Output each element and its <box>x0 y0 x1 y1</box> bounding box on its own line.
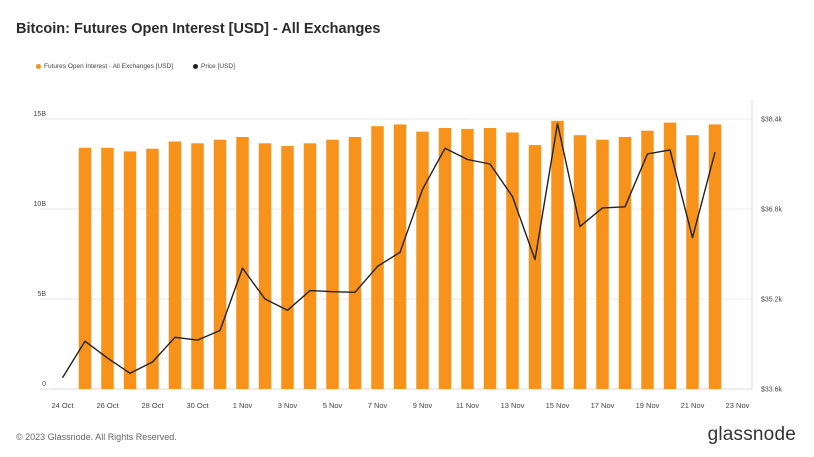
oi-bar[interactable] <box>483 128 497 389</box>
right-tick-label: $38.4k <box>761 117 783 124</box>
x-tick-label: 17 Nov <box>591 401 615 410</box>
oi-bar[interactable] <box>168 141 182 390</box>
legend-swatch-orange-icon <box>36 64 41 69</box>
oi-bar[interactable] <box>393 124 407 390</box>
x-tick-label: 13 Nov <box>501 401 525 410</box>
oi-bar[interactable] <box>416 131 429 389</box>
oi-bar[interactable] <box>303 143 317 389</box>
legend-label-open-interest: Futures Open Interest - All Exchanges [U… <box>44 63 173 70</box>
oi-bar[interactable] <box>461 128 474 389</box>
x-tick-label: 5 Nov <box>323 401 343 410</box>
oi-bar[interactable] <box>686 135 699 389</box>
oi-bar[interactable] <box>618 137 632 389</box>
oi-bar[interactable] <box>641 130 654 389</box>
oi-bar[interactable] <box>78 147 92 389</box>
oi-bar[interactable] <box>213 139 227 389</box>
legend: Futures Open Interest - All Exchanges [U… <box>36 63 255 70</box>
legend-swatch-black-icon <box>192 64 198 69</box>
oi-bar[interactable] <box>528 145 542 389</box>
oi-bar[interactable] <box>663 122 677 389</box>
x-tick-label: 30 Oct <box>186 401 209 410</box>
oi-bar[interactable] <box>551 120 564 390</box>
x-tick-label: 23 Nov <box>726 401 750 410</box>
oi-bar[interactable] <box>438 128 452 389</box>
x-tick-label: 28 Oct <box>141 401 164 410</box>
oi-bar[interactable] <box>708 124 722 390</box>
right-tick-label: $35.2k <box>761 297 783 304</box>
oi-bar[interactable] <box>146 148 159 389</box>
price-line <box>61 122 716 379</box>
x-tick-label: 19 Nov <box>636 401 660 410</box>
oi-bar[interactable] <box>101 147 114 389</box>
x-tick-label: 11 Nov <box>456 401 479 410</box>
legend-label-price: Price [USD] <box>200 63 235 70</box>
oi-bar[interactable] <box>573 135 587 389</box>
x-tick-label: 3 Nov <box>278 401 298 410</box>
oi-bar[interactable] <box>281 146 294 389</box>
right-tick-label: $36.8k <box>761 207 783 214</box>
chart-title: Bitcoin: Futures Open Interest [USD] - A… <box>16 21 381 37</box>
oi-bar[interactable] <box>596 139 609 389</box>
legend-item-price[interactable]: Price [USD] <box>192 63 235 70</box>
oi-bar[interactable] <box>123 151 137 389</box>
x-tick-label: 9 Nov <box>413 401 433 410</box>
left-tick-label: 10B <box>34 201 47 208</box>
oi-bar[interactable] <box>506 132 519 390</box>
oi-bar[interactable] <box>258 143 272 389</box>
x-tick-label: 26 Oct <box>96 401 119 410</box>
oi-bar[interactable] <box>371 126 384 389</box>
legend-item-open-interest[interactable]: Futures Open Interest - All Exchanges [U… <box>36 63 173 70</box>
copyright-footer: © 2023 Glassnode. All Rights Reserved. <box>16 432 177 442</box>
right-tick-label: $33.6k <box>761 387 783 394</box>
glassnode-logo: glassnode <box>707 424 796 445</box>
oi-bar[interactable] <box>348 137 362 389</box>
oi-bar[interactable] <box>191 143 204 389</box>
left-tick-label: 5B <box>37 291 46 298</box>
left-tick-label: 15B <box>34 111 47 118</box>
x-tick-label: 1 Nov <box>233 401 253 410</box>
x-tick-label: 24 Oct <box>51 401 74 410</box>
x-tick-label: 7 Nov <box>368 401 388 410</box>
oi-bar[interactable] <box>236 137 249 389</box>
x-tick-label: 15 Nov <box>546 401 570 410</box>
x-tick-label: 21 Nov <box>681 401 705 410</box>
oi-bar[interactable] <box>326 139 339 389</box>
left-tick-label: 0 <box>42 381 46 388</box>
